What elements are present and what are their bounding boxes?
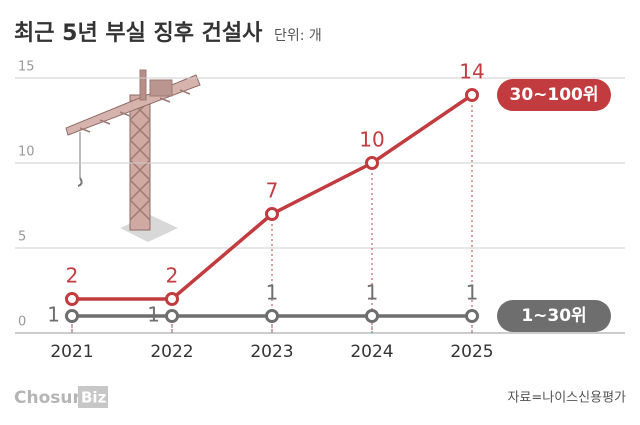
y-tick-label: 5	[18, 230, 26, 245]
source: 자료=나이스신용평가	[507, 391, 626, 406]
legend-label: 30~100위	[509, 85, 598, 105]
x-tick-label: 2021	[50, 342, 93, 362]
data-label: 1	[366, 281, 379, 305]
data-label: 1	[47, 303, 60, 327]
crane-illustration	[65, 69, 201, 242]
x-tick-label: 2023	[250, 342, 293, 362]
x-tick-label: 2022	[150, 342, 193, 362]
logo: Chosun	[14, 388, 85, 408]
point	[465, 88, 479, 102]
y-tick-label: 15	[18, 60, 35, 75]
y-tick-label: 0	[18, 315, 26, 330]
data-label: 10	[359, 128, 384, 152]
legend-label: 1~30위	[521, 306, 586, 326]
data-label: 7	[266, 179, 279, 203]
logo-box	[78, 386, 108, 408]
point	[365, 309, 379, 323]
point	[465, 309, 479, 323]
point	[165, 292, 179, 306]
point	[265, 207, 279, 221]
chart-title: 최근 5년 부실 징후 건설사	[14, 21, 263, 46]
point	[365, 156, 379, 170]
point	[65, 309, 79, 323]
y-tick-label: 10	[18, 145, 35, 160]
data-label: 14	[459, 60, 484, 84]
point	[165, 309, 179, 323]
subtitle: 단위: 개	[274, 28, 322, 44]
legend-pill	[497, 79, 611, 111]
point	[265, 309, 279, 323]
point	[65, 292, 79, 306]
logo: Biz	[81, 389, 107, 407]
legend-pill	[497, 300, 611, 332]
data-label: 1	[466, 281, 479, 305]
data-label: 2	[166, 264, 179, 288]
data-label: 1	[147, 303, 160, 327]
data-label: 2	[66, 264, 79, 288]
data-label: 1	[266, 281, 279, 305]
x-tick-label: 2024	[350, 342, 393, 362]
x-tick-label: 2025	[450, 342, 493, 362]
